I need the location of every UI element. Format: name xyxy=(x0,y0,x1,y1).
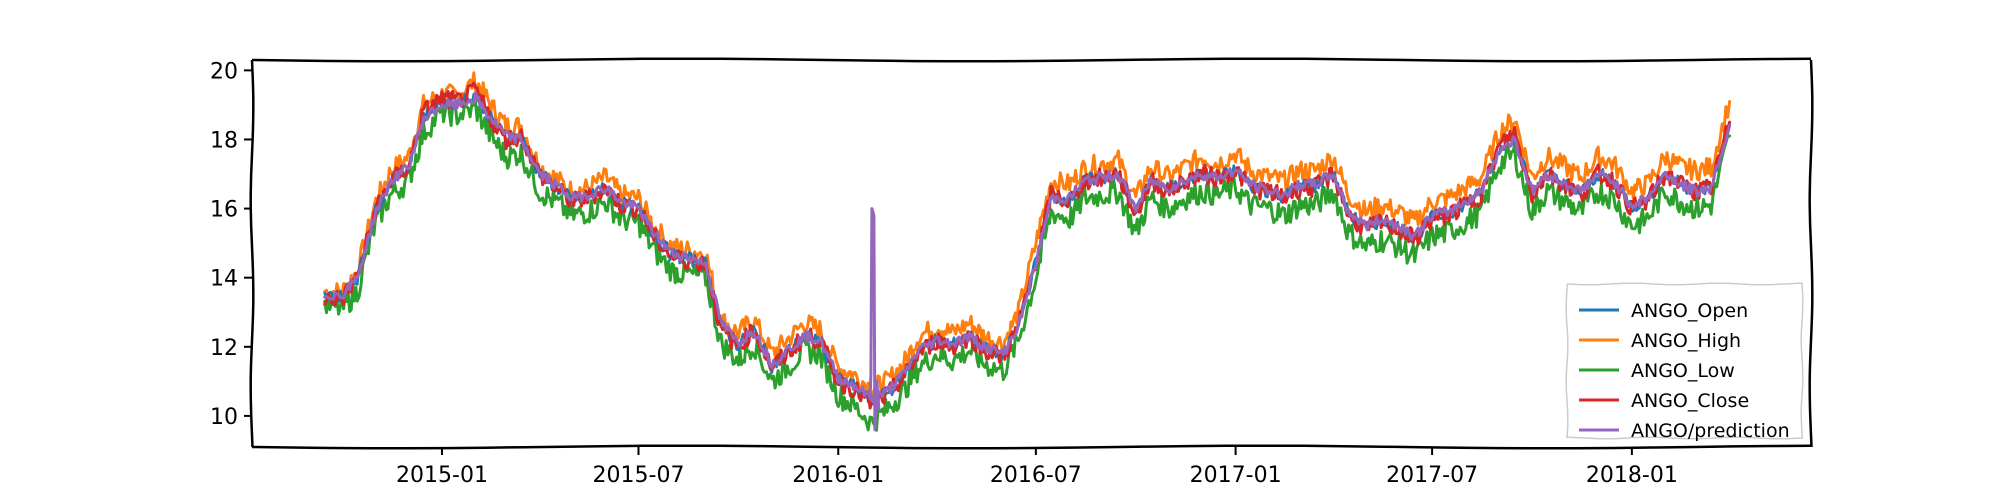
y-tick-label: 14 xyxy=(210,267,238,292)
legend-label: ANGO_Open xyxy=(1631,300,1748,322)
legend-label: ANGO_Close xyxy=(1631,390,1749,412)
series-layer xyxy=(323,71,1732,432)
y-tick-label: 10 xyxy=(210,405,238,430)
axis-top xyxy=(251,57,1812,63)
axis-bottom xyxy=(251,444,1812,450)
x-tick-label: 2018-01 xyxy=(1586,463,1678,488)
legend-box xyxy=(1565,282,1804,440)
y-tick-label: 12 xyxy=(210,336,238,361)
series-line-prediction xyxy=(323,91,1732,432)
x-tick-label: 2017-01 xyxy=(1190,463,1282,488)
axes-layer xyxy=(249,57,1814,450)
legend: ANGO_Open ANGO_High ANGO_Low ANGO_Close ANGO… xyxy=(1565,282,1804,442)
x-tick-label: 2015-07 xyxy=(593,463,685,488)
y-tick-label: 18 xyxy=(210,128,238,153)
legend-label: ANGO/prediction xyxy=(1631,420,1790,442)
y-tick-label: 20 xyxy=(210,59,238,84)
y-tick-label: 16 xyxy=(210,198,238,223)
axis-right xyxy=(1808,59,1814,448)
x-tick-label: 2016-07 xyxy=(990,463,1082,488)
x-axis-ticks: 2015-01 2015-07 2016-01 2016-07 2017-01 2017-… xyxy=(396,447,1678,488)
legend-label: ANGO_High xyxy=(1631,330,1741,352)
series-line-high xyxy=(323,71,1732,399)
axis-left xyxy=(249,59,255,448)
x-tick-label: 2015-01 xyxy=(396,463,488,488)
x-tick-label: 2016-01 xyxy=(792,463,884,488)
series-line-low xyxy=(323,99,1732,432)
x-tick-label: 2017-07 xyxy=(1386,463,1478,488)
y-axis-ticks: 10 12 14 16 18 20 xyxy=(210,59,252,430)
legend-label: ANGO_Low xyxy=(1631,360,1735,382)
